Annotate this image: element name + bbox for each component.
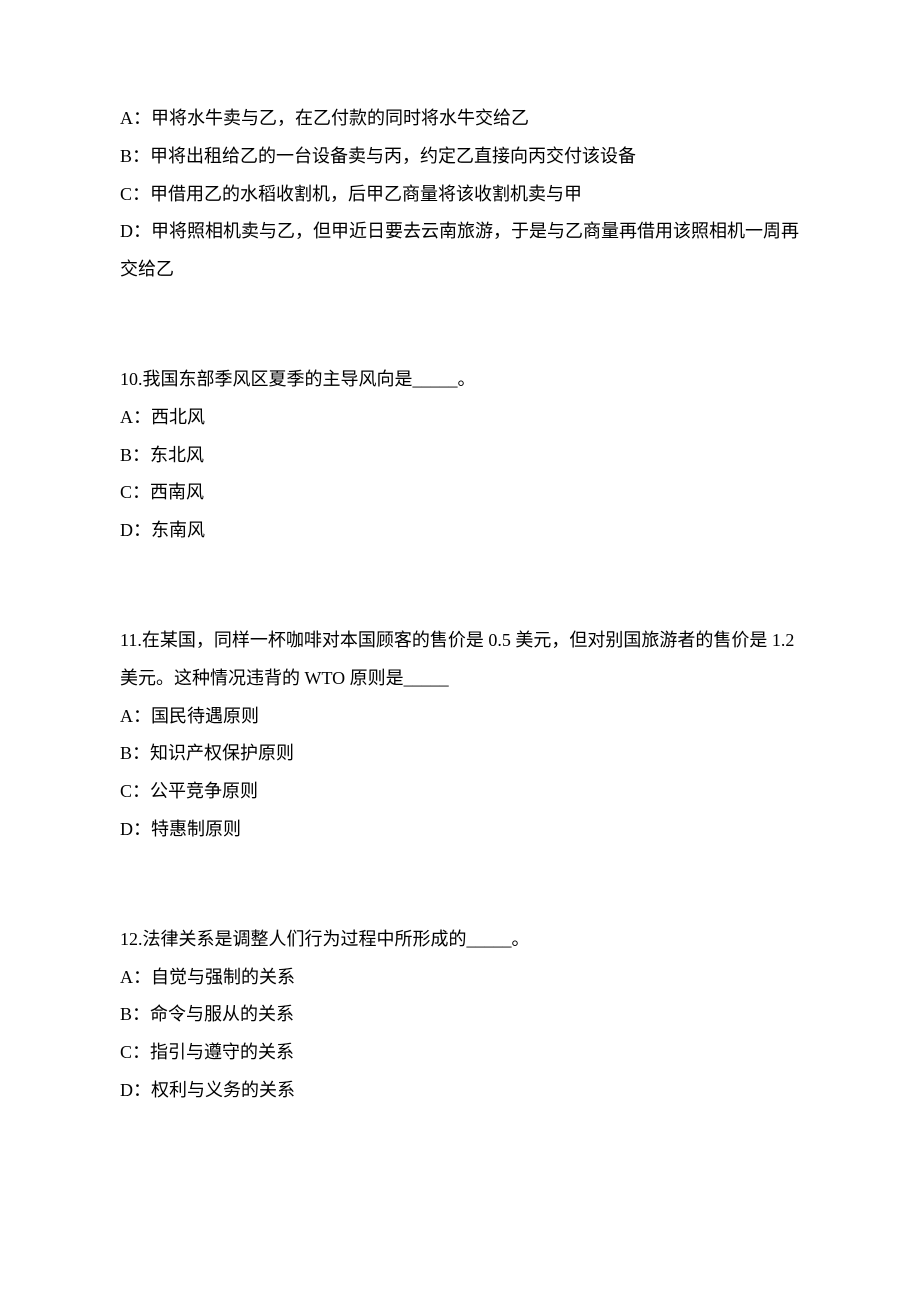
q10-option-b: B：东北风: [120, 437, 800, 475]
q12-text: 12.法律关系是调整人们行为过程中所形成的_____。: [120, 921, 800, 959]
q11-option-a: A：国民待遇原则: [120, 698, 800, 736]
q9-option-b: B：甲将出租给乙的一台设备卖与丙，约定乙直接向丙交付该设备: [120, 138, 800, 176]
q9-option-d: D：甲将照相机卖与乙，但甲近日要去云南旅游，于是与乙商量再借用该照相机一周再交给…: [120, 213, 800, 289]
q11-text: 11.在某国，同样一杯咖啡对本国顾客的售价是 0.5 美元，但对别国旅游者的售价…: [120, 622, 800, 698]
q10-option-a: A：西北风: [120, 399, 800, 437]
q11-option-c: C：公平竞争原则: [120, 773, 800, 811]
question-11: 11.在某国，同样一杯咖啡对本国顾客的售价是 0.5 美元，但对别国旅游者的售价…: [120, 622, 800, 849]
q11-option-d: D：特惠制原则: [120, 811, 800, 849]
q10-text: 10.我国东部季风区夏季的主导风向是_____。: [120, 361, 800, 399]
q9-option-c: C：甲借用乙的水稻收割机，后甲乙商量将该收割机卖与甲: [120, 176, 800, 214]
q9-option-a: A：甲将水牛卖与乙，在乙付款的同时将水牛交给乙: [120, 100, 800, 138]
question-10: 10.我国东部季风区夏季的主导风向是_____。 A：西北风 B：东北风 C：西…: [120, 361, 800, 550]
question-12: 12.法律关系是调整人们行为过程中所形成的_____。 A：自觉与强制的关系 B…: [120, 921, 800, 1110]
q12-option-c: C：指引与遵守的关系: [120, 1034, 800, 1072]
q10-option-d: D：东南风: [120, 512, 800, 550]
q12-option-d: D：权利与义务的关系: [120, 1072, 800, 1110]
q11-option-b: B：知识产权保护原则: [120, 735, 800, 773]
question-9-partial: A：甲将水牛卖与乙，在乙付款的同时将水牛交给乙 B：甲将出租给乙的一台设备卖与丙…: [120, 100, 800, 289]
q12-option-a: A：自觉与强制的关系: [120, 959, 800, 997]
q10-option-c: C：西南风: [120, 474, 800, 512]
q12-option-b: B：命令与服从的关系: [120, 996, 800, 1034]
